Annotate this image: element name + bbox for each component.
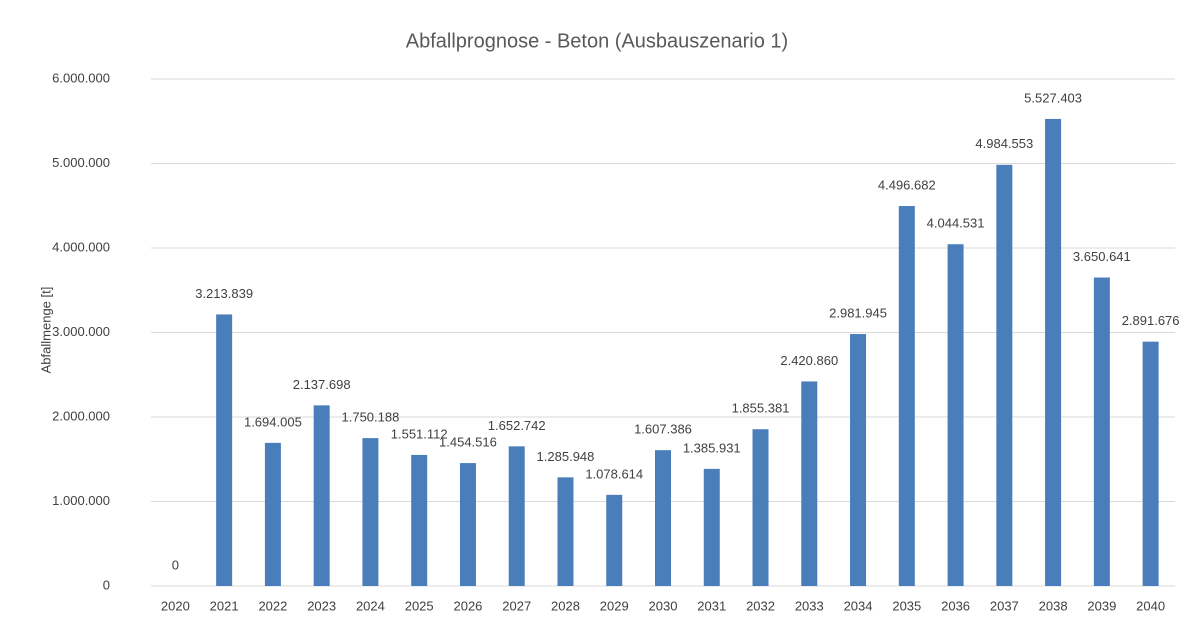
x-tick-label: 2040 bbox=[1136, 598, 1165, 613]
bar bbox=[898, 206, 915, 586]
value-label: 1.607.386 bbox=[634, 422, 692, 437]
y-tick-label: 1.000.000 bbox=[52, 493, 110, 508]
bar bbox=[362, 438, 379, 586]
y-tick-label: 6.000.000 bbox=[52, 70, 110, 85]
bar bbox=[801, 381, 818, 586]
x-tick-label: 2031 bbox=[697, 598, 726, 613]
bar bbox=[752, 429, 769, 586]
value-label: 1.551.112 bbox=[391, 426, 448, 441]
x-tick-label: 2027 bbox=[502, 598, 531, 613]
bar bbox=[1045, 118, 1062, 586]
bar bbox=[850, 334, 867, 586]
bar bbox=[508, 446, 525, 586]
y-tick-label: 2.000.000 bbox=[52, 408, 110, 423]
y-tick-label: 3.000.000 bbox=[52, 324, 110, 339]
bar bbox=[703, 468, 720, 586]
x-tick-label: 2023 bbox=[307, 598, 336, 613]
x-tick-label: 2025 bbox=[405, 598, 434, 613]
x-tick-label: 2024 bbox=[356, 598, 385, 613]
x-tick-label: 2029 bbox=[600, 598, 629, 613]
value-label: 1.385.931 bbox=[683, 440, 741, 455]
bar bbox=[947, 244, 964, 587]
value-label: 1.078.614 bbox=[585, 466, 643, 481]
bar bbox=[264, 442, 281, 586]
value-label: 1.285.948 bbox=[537, 449, 595, 464]
x-tick-label: 2039 bbox=[1087, 598, 1116, 613]
value-label: 4.984.553 bbox=[975, 136, 1033, 151]
value-label: 2.137.698 bbox=[293, 377, 351, 392]
x-tick-label: 2028 bbox=[551, 598, 580, 613]
x-tick-label: 2026 bbox=[453, 598, 482, 613]
bar bbox=[411, 454, 428, 586]
value-label: 5.527.403 bbox=[1024, 90, 1082, 105]
bar bbox=[1142, 341, 1159, 586]
bar bbox=[459, 463, 476, 586]
bar bbox=[1093, 277, 1110, 586]
y-axis-label: Abfallmenge [t] bbox=[38, 287, 53, 374]
value-label: 2.891.676 bbox=[1122, 313, 1180, 328]
chart-title: Abfallprognose - Beton (Ausbauszenario 1… bbox=[406, 30, 788, 52]
value-label: 3.650.641 bbox=[1073, 249, 1131, 264]
value-label: 4.496.682 bbox=[878, 177, 936, 192]
x-tick-label: 2032 bbox=[746, 598, 775, 613]
bar bbox=[313, 405, 330, 586]
x-tick-label: 2035 bbox=[892, 598, 921, 613]
value-label: 1.694.005 bbox=[244, 414, 302, 429]
x-tick-label: 2038 bbox=[1039, 598, 1068, 613]
bar bbox=[606, 494, 623, 586]
x-tick-label: 2022 bbox=[258, 598, 287, 613]
value-label: 3.213.839 bbox=[195, 286, 253, 301]
value-label: 1.454.516 bbox=[439, 435, 497, 450]
bar bbox=[996, 164, 1013, 586]
value-label: 1.652.742 bbox=[488, 418, 546, 433]
value-label: 1.855.381 bbox=[732, 401, 790, 416]
x-tick-label: 2036 bbox=[941, 598, 970, 613]
bar bbox=[655, 450, 671, 586]
x-tick-label: 2034 bbox=[844, 598, 873, 613]
y-tick-label: 5.000.000 bbox=[52, 155, 110, 170]
x-tick-label: 2021 bbox=[210, 598, 239, 613]
value-label: 2.981.945 bbox=[829, 305, 887, 320]
x-tick-label: 2030 bbox=[649, 598, 678, 613]
bar bbox=[557, 477, 574, 586]
value-label: 0 bbox=[172, 557, 179, 572]
y-tick-label: 4.000.000 bbox=[52, 239, 110, 254]
x-tick-label: 2033 bbox=[795, 598, 824, 613]
value-label: 4.044.531 bbox=[927, 216, 985, 231]
x-tick-label: 2020 bbox=[161, 598, 190, 613]
y-tick-label: 0 bbox=[103, 577, 110, 592]
bar bbox=[216, 314, 233, 586]
x-tick-label: 2037 bbox=[990, 598, 1019, 613]
value-label: 2.420.860 bbox=[780, 353, 838, 368]
value-label: 1.750.188 bbox=[342, 410, 400, 425]
